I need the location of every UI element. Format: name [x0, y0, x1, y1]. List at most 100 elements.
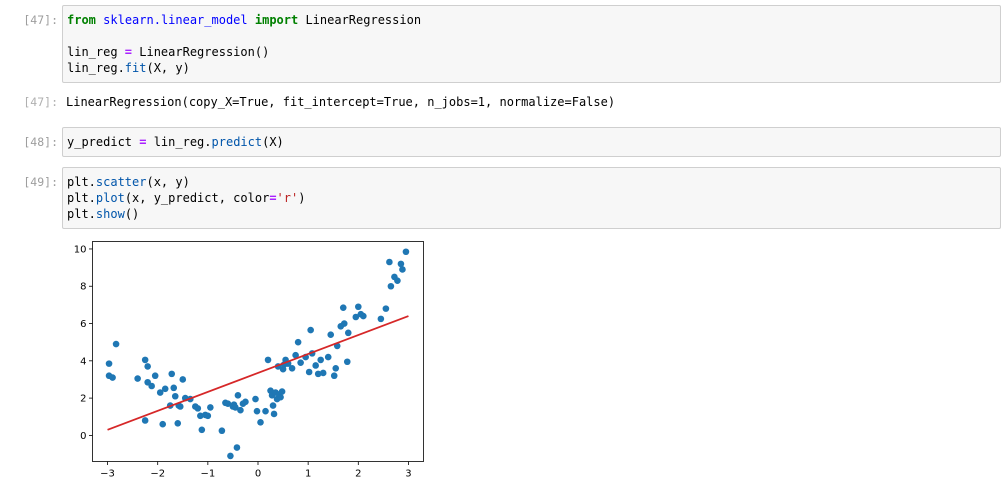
x-tick-label: 3: [405, 469, 411, 480]
scatter-point: [402, 248, 410, 256]
input-prompt: [47]:: [23, 13, 58, 27]
scatter-point: [168, 370, 176, 378]
output-cell-47: [47]: LinearRegression(copy_X=True, fit_…: [0, 88, 1002, 118]
scatter-point: [399, 266, 406, 273]
scatter-point: [360, 312, 367, 320]
axis-ticks: −3 −2 −1 0 1 2 3 0 2 4 6 8 10: [74, 244, 412, 479]
input-prompt: [48]:: [23, 135, 58, 149]
scatter-point: [327, 331, 335, 339]
scatter-point: [141, 356, 149, 364]
plot-frame: [92, 241, 424, 462]
scatter-point: [237, 406, 244, 414]
scatter-point: [144, 363, 151, 370]
scatter-plot: −3 −2 −1 0 1 2 3 0 2 4 6 8 10: [74, 241, 424, 480]
scatter-point: [134, 375, 141, 382]
scatter-point: [278, 388, 286, 395]
scatter-point: [394, 277, 401, 284]
x-tick-label: 0: [255, 469, 261, 480]
scatter-point: [141, 417, 149, 424]
x-tick-label: 2: [355, 469, 361, 480]
code-cell-49[interactable]: [49]: plt.scatter(x, y) plt.plot(x, y_pr…: [0, 167, 1002, 229]
scatter-point: [151, 372, 159, 380]
scatter-point: [324, 353, 332, 361]
code-line: plt.scatter(x, y): [67, 175, 190, 189]
scatter-point: [262, 407, 269, 415]
scatter-point: [232, 404, 239, 411]
scatter-point: [194, 405, 202, 412]
code-line: lin_reg = LinearRegression(): [67, 45, 270, 59]
scatter-point: [269, 402, 277, 409]
scatter-point: [174, 419, 182, 427]
scatter-point: [305, 368, 313, 376]
code-line: plt.show(): [67, 207, 140, 221]
scatter-point: [307, 326, 314, 334]
scatter-point: [179, 376, 187, 383]
regression-line: [107, 315, 409, 431]
regression-line-group: [107, 315, 409, 431]
scatter-point: [161, 385, 169, 393]
scatter-point: [159, 420, 167, 428]
scatter-point: [207, 404, 214, 411]
code-cell-48[interactable]: [48]: y_predict = lin_reg.predict(X): [0, 127, 1002, 159]
x-tick-label: 1: [305, 469, 311, 480]
scatter-point: [218, 427, 226, 435]
x-tick-label: −2: [150, 469, 165, 480]
code-line: plt.plot(x, y_predict, color='r'): [67, 191, 306, 205]
scatter-point: [197, 412, 204, 420]
scatter-point: [339, 304, 347, 311]
scatter-point: [105, 360, 113, 367]
y-tick-label: 10: [74, 244, 87, 255]
scatter-point: [312, 362, 319, 369]
scatter-point: [297, 359, 304, 366]
scatter-point: [257, 419, 264, 426]
scatter-point: [234, 392, 242, 399]
output-prompt: [47]:: [23, 95, 58, 109]
x-tick-label: −1: [200, 469, 215, 480]
scatter-point: [112, 340, 120, 348]
scatter-point: [109, 374, 116, 381]
scatter-point: [233, 444, 241, 451]
code-line: y_predict = lin_reg.predict(X): [67, 135, 284, 149]
scatter-point: [340, 320, 348, 327]
code-line: lin_reg.fit(X, y): [67, 61, 190, 75]
scatter-point: [176, 403, 184, 410]
scatter-point: [148, 382, 155, 390]
scatter-point: [314, 370, 322, 378]
input-prompt: [49]:: [23, 175, 58, 189]
scatter-point: [294, 338, 302, 346]
y-tick-label: 8: [80, 282, 86, 293]
scatter-point: [332, 364, 340, 372]
scatter-point: [397, 260, 405, 268]
scatter-point: [352, 313, 360, 321]
scatter-point: [252, 395, 259, 403]
code-editor[interactable]: plt.scatter(x, y) plt.plot(x, y_predict,…: [62, 167, 1001, 229]
scatter-point: [227, 452, 234, 460]
y-tick-label: 0: [80, 431, 86, 442]
scatter-point: [270, 410, 278, 418]
scatter-point: [319, 369, 327, 377]
code-cell-47[interactable]: [47]: from sklearn.linear_model import L…: [0, 5, 1002, 83]
scatter-point: [377, 315, 385, 323]
scatter-point: [171, 392, 179, 400]
scatter-point: [382, 305, 390, 312]
scatter-point: [204, 412, 212, 420]
code-line: from sklearn.linear_model import LinearR…: [67, 13, 422, 27]
scatter-point: [292, 351, 299, 359]
scatter-point: [277, 393, 284, 401]
scatter-point: [156, 389, 164, 396]
scatter-point: [343, 358, 351, 366]
scatter-points: [105, 248, 410, 460]
code-editor[interactable]: y_predict = lin_reg.predict(X): [62, 127, 1001, 157]
scatter-point: [170, 384, 178, 392]
x-tick-label: −3: [100, 469, 115, 480]
y-tick-label: 4: [80, 356, 86, 367]
output-text: LinearRegression(copy_X=True, fit_interc…: [66, 95, 616, 109]
scatter-point: [355, 303, 362, 311]
y-tick-label: 2: [80, 394, 86, 405]
scatter-point: [317, 356, 324, 364]
scatter-point: [224, 400, 232, 408]
scatter-point: [288, 364, 296, 372]
scatter-point: [386, 258, 393, 266]
code-editor[interactable]: from sklearn.linear_model import LinearR…: [62, 5, 1001, 83]
scatter-point: [253, 407, 261, 415]
